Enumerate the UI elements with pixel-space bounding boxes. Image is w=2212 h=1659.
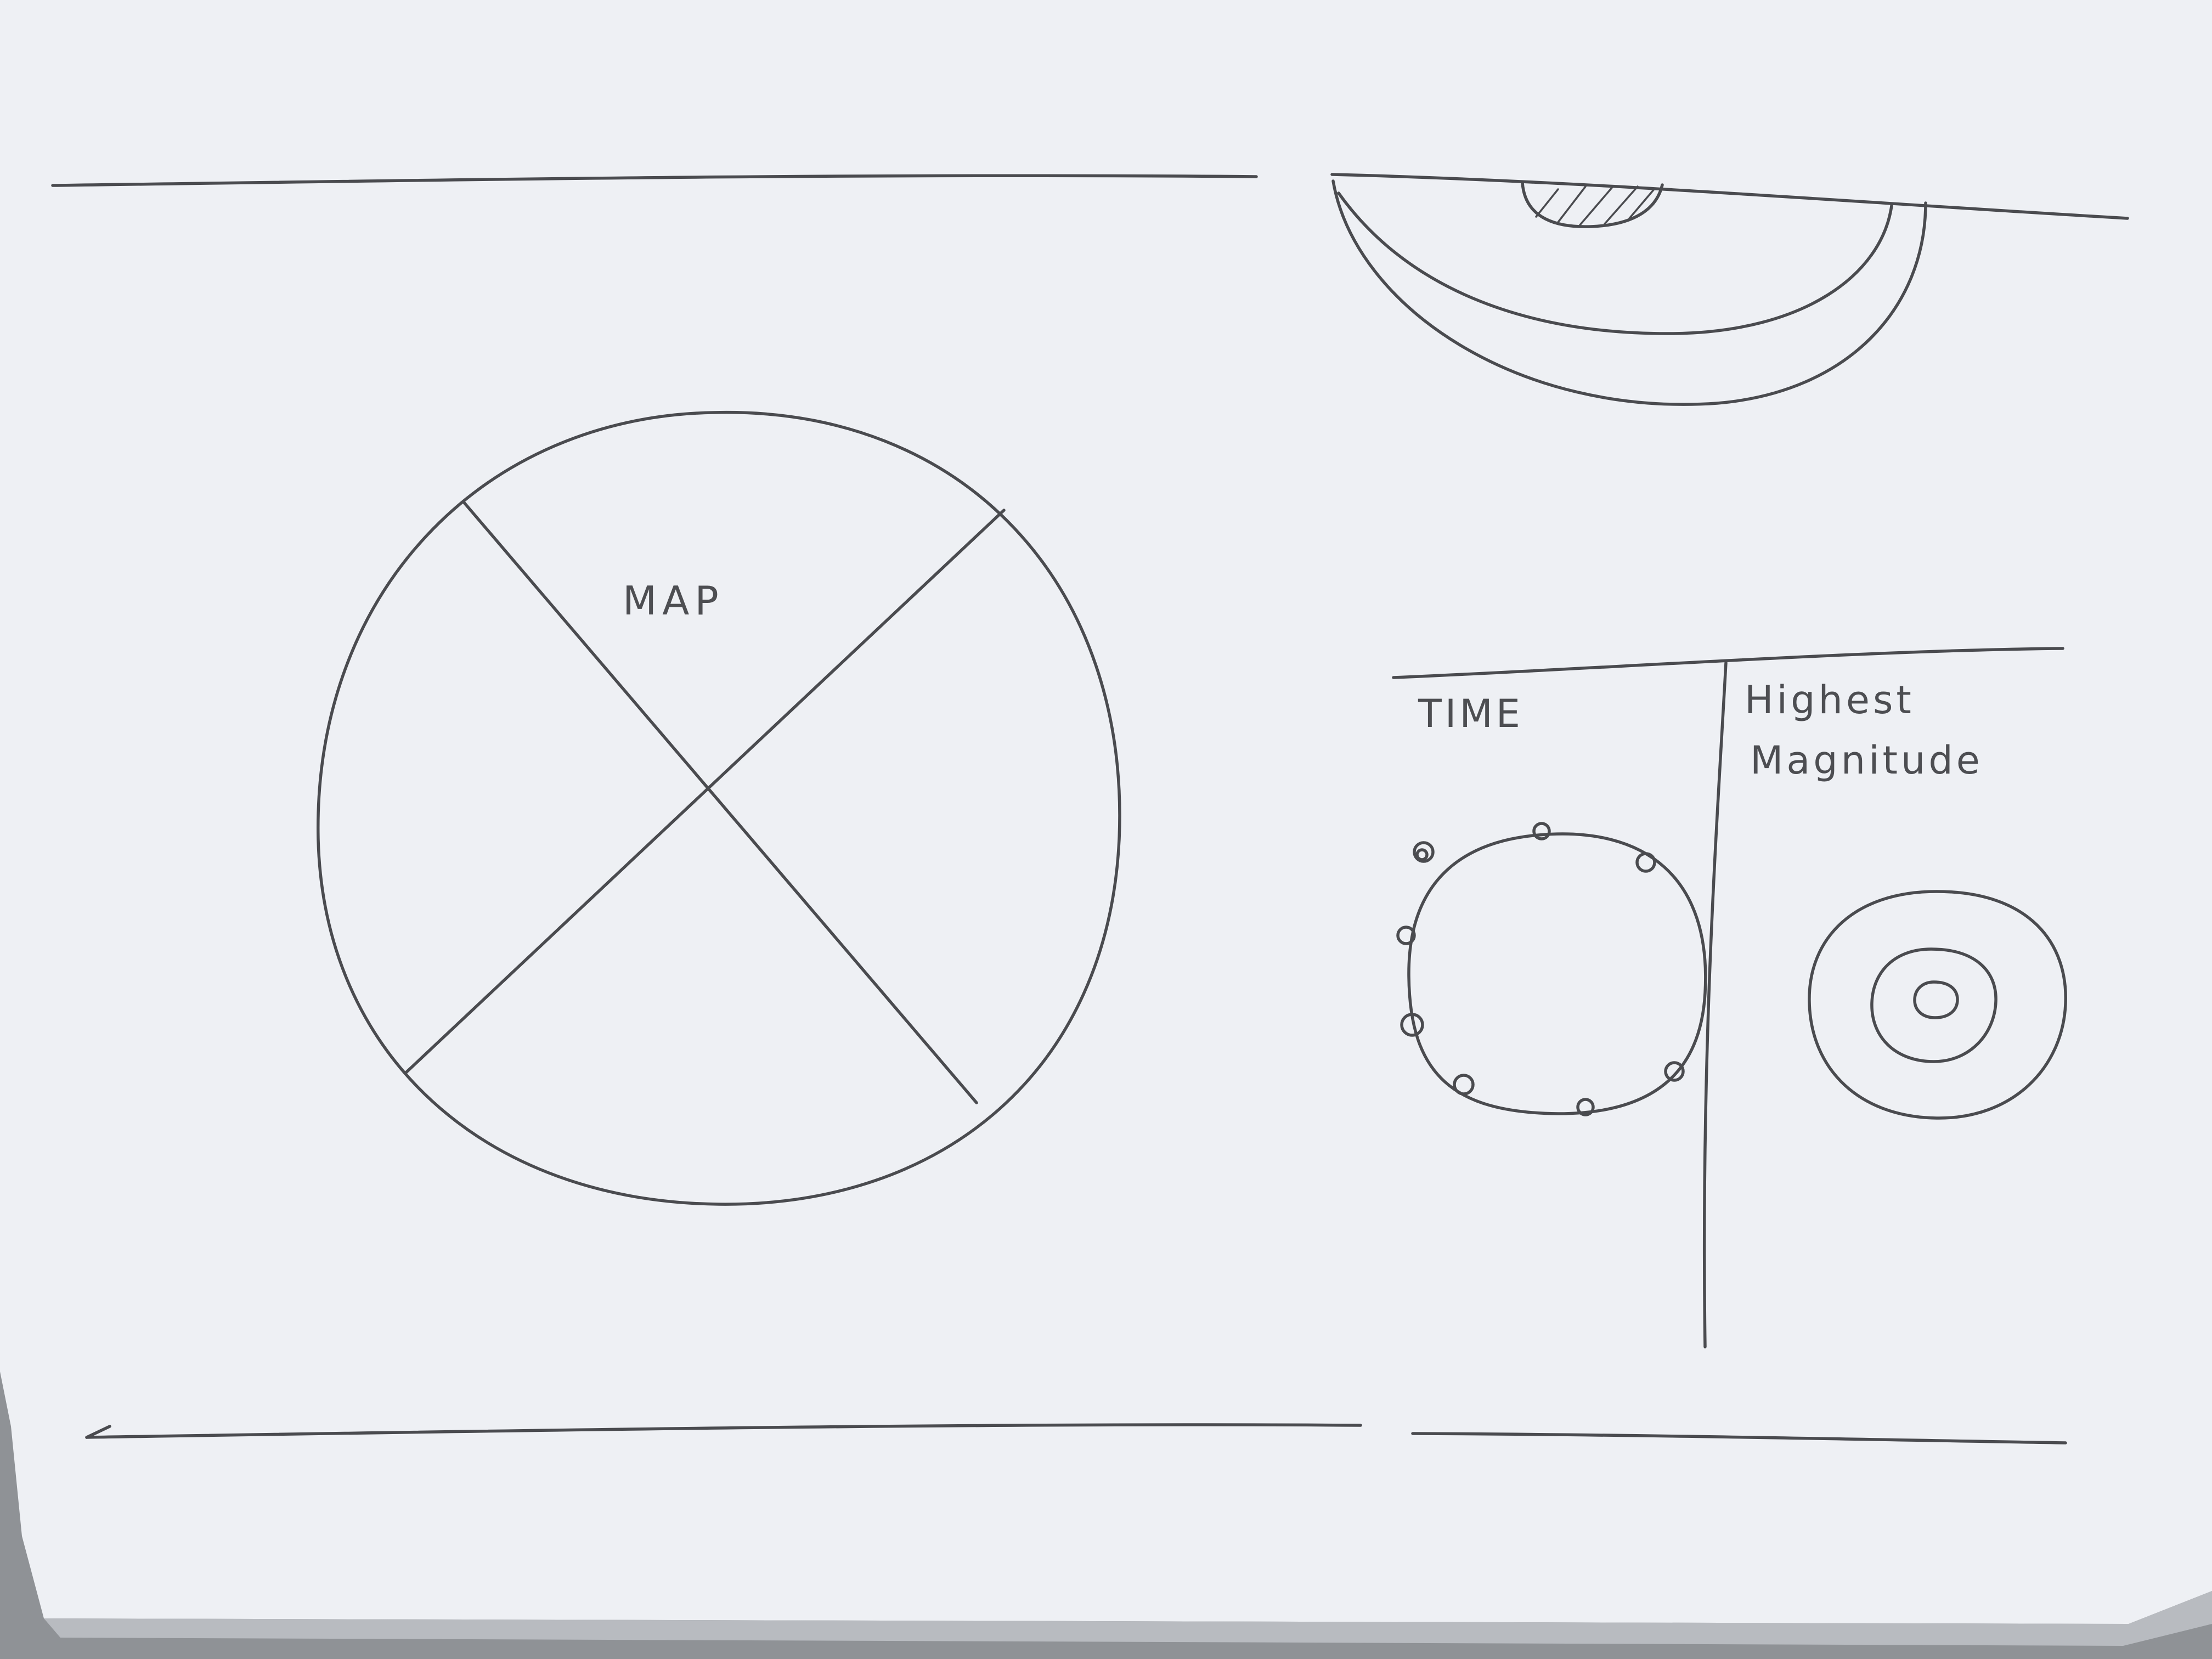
time-ring-markers (1396, 822, 1685, 1116)
magnitude-label-line1: Highest (1745, 678, 1915, 723)
paper-shadow (44, 1591, 2212, 1646)
bottom-left-rule (85, 1423, 1362, 1439)
top-right-rule (1330, 173, 2129, 220)
magnitude-label-line2: Magnitude (1750, 738, 1983, 783)
time-label: TIME (1418, 691, 1523, 736)
bottom-left-rule-tick (85, 1425, 111, 1439)
paper-sheet (0, 0, 2212, 1624)
map-label: MAP (623, 578, 724, 624)
time-ring-icon (1396, 822, 1707, 1116)
right-panel-top-rule (1392, 647, 2064, 679)
gauge-icon (1331, 179, 1927, 406)
top-left-rule (51, 174, 1258, 187)
bottom-right-rule (1411, 1432, 2067, 1444)
panel-divider (1702, 661, 1728, 1348)
map-placeholder (317, 411, 1121, 1206)
target-icon (1808, 890, 2067, 1120)
